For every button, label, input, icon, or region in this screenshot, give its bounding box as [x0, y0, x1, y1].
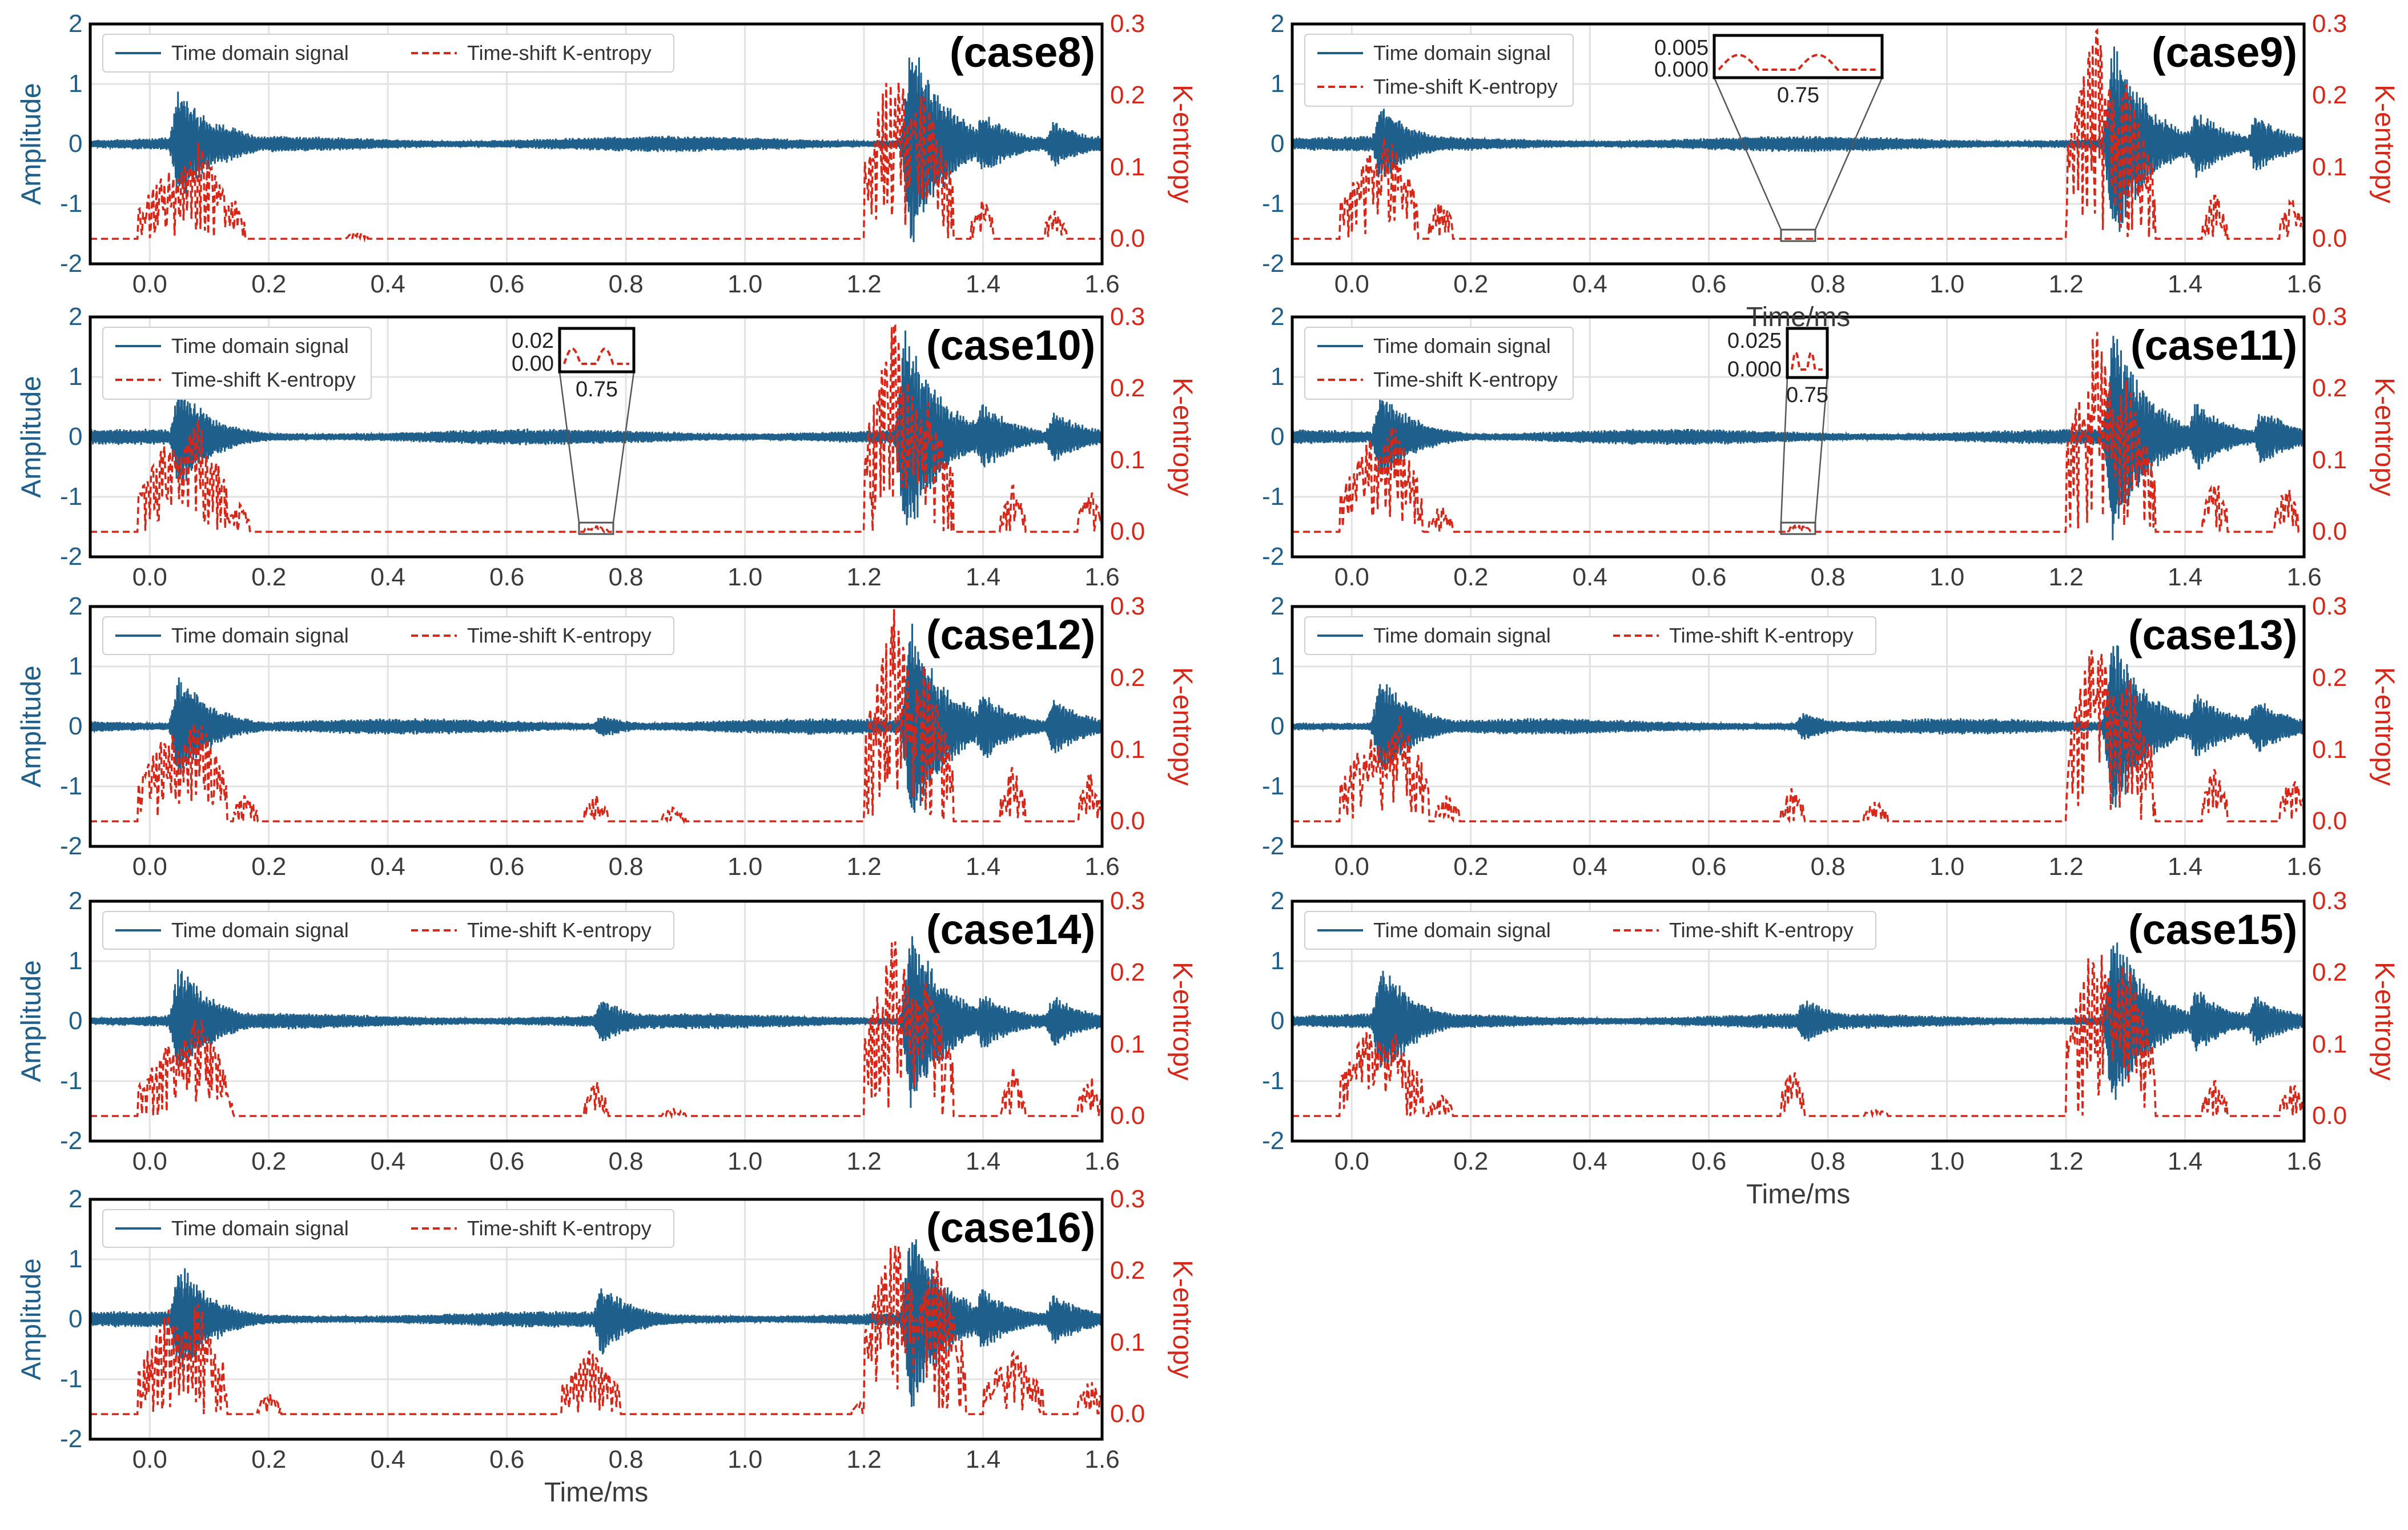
panel-12 [89, 605, 1104, 848]
series-k-entropy [90, 1246, 1102, 1415]
legend-box [102, 34, 674, 73]
panel-8 [89, 22, 1104, 266]
legend-box [102, 911, 674, 950]
inset-k-entropy-curve [1718, 54, 1878, 71]
series-k-entropy [1292, 954, 2304, 1120]
zoom-connector-line [1814, 77, 1883, 230]
legend-box [102, 327, 372, 400]
axes-frame [89, 605, 1104, 848]
series-time-domain-signal [90, 330, 1102, 525]
inset-frame [558, 327, 636, 374]
axes-frame [1291, 605, 2306, 848]
series-k-entropy [1292, 332, 2304, 535]
zoom-region-box [578, 521, 614, 535]
legend-box [102, 1209, 674, 1248]
zoom-connector-line [1780, 377, 1788, 523]
axes-frame [89, 899, 1104, 1143]
zoom-connector-line [612, 371, 635, 523]
panel-9 [1291, 22, 2306, 266]
series-k-entropy [90, 941, 1102, 1119]
series-time-domain-signal [90, 936, 1102, 1108]
series-k-entropy [1292, 650, 2304, 824]
series-k-entropy [90, 82, 1102, 243]
axes-frame [1291, 899, 2306, 1143]
axes-frame [89, 315, 1104, 559]
zoom-connector-line [1814, 377, 1828, 523]
zoom-connector-line [558, 371, 580, 523]
series-k-entropy [90, 321, 1102, 534]
series-time-domain-signal [1292, 942, 2304, 1100]
panel-14 [89, 899, 1104, 1143]
panel-16 [89, 1198, 1104, 1441]
panel-15 [1291, 899, 2306, 1143]
inset-frame [1712, 34, 1884, 79]
legend-box [1304, 911, 1876, 950]
legend-box [1304, 327, 1574, 400]
zoom-connector-line [1713, 77, 1782, 230]
axes-frame [89, 22, 1104, 266]
panel-11 [1291, 315, 2306, 559]
series-k-entropy [1292, 27, 2304, 240]
panel-13 [1291, 605, 2306, 848]
axes-frame [89, 1198, 1104, 1441]
inset-k-entropy-curve [563, 347, 629, 365]
legend-box [102, 616, 674, 655]
zoom-region-box [1780, 228, 1816, 242]
axes-frame [1291, 315, 2306, 559]
panel-10 [89, 315, 1104, 559]
legend-box [1304, 616, 1876, 655]
axes-frame [1291, 22, 2306, 266]
inset-k-entropy-curve [1791, 351, 1823, 371]
legend-box [1304, 34, 1574, 107]
series-time-domain-signal [1292, 46, 2304, 232]
zoom-region-box [1780, 521, 1816, 535]
series-time-domain-signal [90, 57, 1102, 243]
